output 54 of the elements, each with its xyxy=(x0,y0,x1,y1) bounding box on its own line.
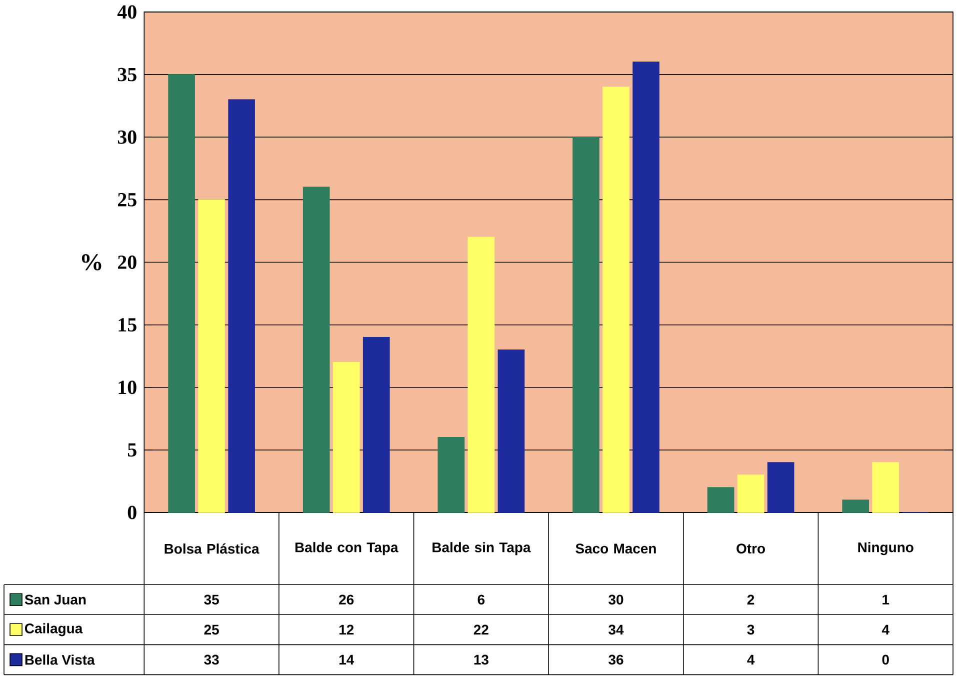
data-label: 12 xyxy=(339,624,354,635)
data-label: 4 xyxy=(882,624,890,635)
x-tick-label: Balde sin Tapa xyxy=(432,542,531,556)
data-label: 22 xyxy=(474,624,488,635)
data-label: 3 xyxy=(747,624,754,635)
bar xyxy=(438,437,465,514)
bar xyxy=(332,362,360,514)
bar xyxy=(168,74,195,514)
bar xyxy=(228,99,255,514)
bar xyxy=(632,62,660,514)
bar xyxy=(302,186,330,514)
x-tick-label: Balde con Tapa xyxy=(295,542,398,556)
y-tick-label: 35 xyxy=(118,68,136,82)
data-label: 35 xyxy=(204,594,219,605)
data-label: 33 xyxy=(204,654,219,665)
bar xyxy=(498,350,525,514)
legend-label: Bella Vista xyxy=(25,654,95,665)
bar xyxy=(198,199,225,514)
data-label: 6 xyxy=(478,594,485,605)
data-label: 1 xyxy=(882,594,890,605)
data-label: 2 xyxy=(747,594,754,605)
x-tick-label: Otro xyxy=(736,544,765,554)
data-label: 4 xyxy=(747,655,755,665)
x-tick-label: Saco Macen xyxy=(576,544,656,554)
bar xyxy=(767,462,794,514)
bar xyxy=(468,236,495,514)
data-label: 26 xyxy=(339,594,354,605)
y-tick-label: 20 xyxy=(118,256,136,270)
x-tick-label: Bolsa Plástica xyxy=(164,544,260,554)
data-label: 0 xyxy=(882,654,889,665)
bar xyxy=(572,136,600,514)
legend-label: Cailagua xyxy=(24,623,83,636)
bar xyxy=(842,500,869,514)
y-tick-label: 5 xyxy=(128,443,136,457)
data-label: 13 xyxy=(474,654,488,665)
data-label: 30 xyxy=(608,594,624,605)
y-tick-label: 15 xyxy=(118,318,136,332)
bar xyxy=(362,337,390,514)
data-label: 14 xyxy=(339,655,354,665)
y-tick-label: 0 xyxy=(128,506,136,520)
y-tick-label: 25 xyxy=(118,193,136,207)
y-tick-label: 40 xyxy=(117,5,136,19)
y-tick-label: 10 xyxy=(118,380,136,394)
data-label: 36 xyxy=(608,654,624,665)
bar xyxy=(737,474,764,514)
bar xyxy=(602,86,630,514)
legend-label: San Juan xyxy=(24,594,86,605)
y-axis-title: % xyxy=(82,254,102,271)
bar xyxy=(872,462,900,514)
bar xyxy=(707,487,734,514)
data-label: 34 xyxy=(608,624,624,635)
data-label: 25 xyxy=(204,624,219,635)
x-tick-label: Ninguno xyxy=(858,542,914,556)
y-tick-label: 30 xyxy=(118,130,136,144)
